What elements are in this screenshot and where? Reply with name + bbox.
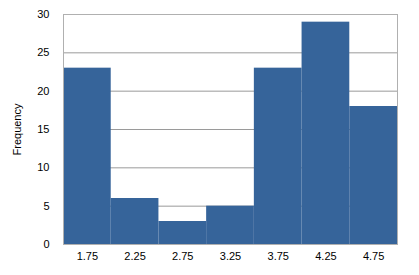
svg-text:Frequency: Frequency bbox=[11, 103, 23, 155]
svg-text:10: 10 bbox=[37, 161, 49, 173]
svg-text:1.75: 1.75 bbox=[77, 250, 98, 262]
svg-text:2.25: 2.25 bbox=[124, 250, 145, 262]
svg-text:3.75: 3.75 bbox=[268, 250, 289, 262]
svg-text:15: 15 bbox=[37, 123, 49, 135]
svg-text:20: 20 bbox=[37, 85, 49, 97]
svg-text:4.25: 4.25 bbox=[315, 250, 336, 262]
svg-text:3.25: 3.25 bbox=[220, 250, 241, 262]
svg-text:30: 30 bbox=[37, 8, 49, 20]
svg-text:0: 0 bbox=[43, 238, 49, 250]
svg-text:2.75: 2.75 bbox=[172, 250, 193, 262]
svg-text:4.75: 4.75 bbox=[363, 250, 384, 262]
svg-text:5: 5 bbox=[43, 200, 49, 212]
svg-text:25: 25 bbox=[37, 46, 49, 58]
